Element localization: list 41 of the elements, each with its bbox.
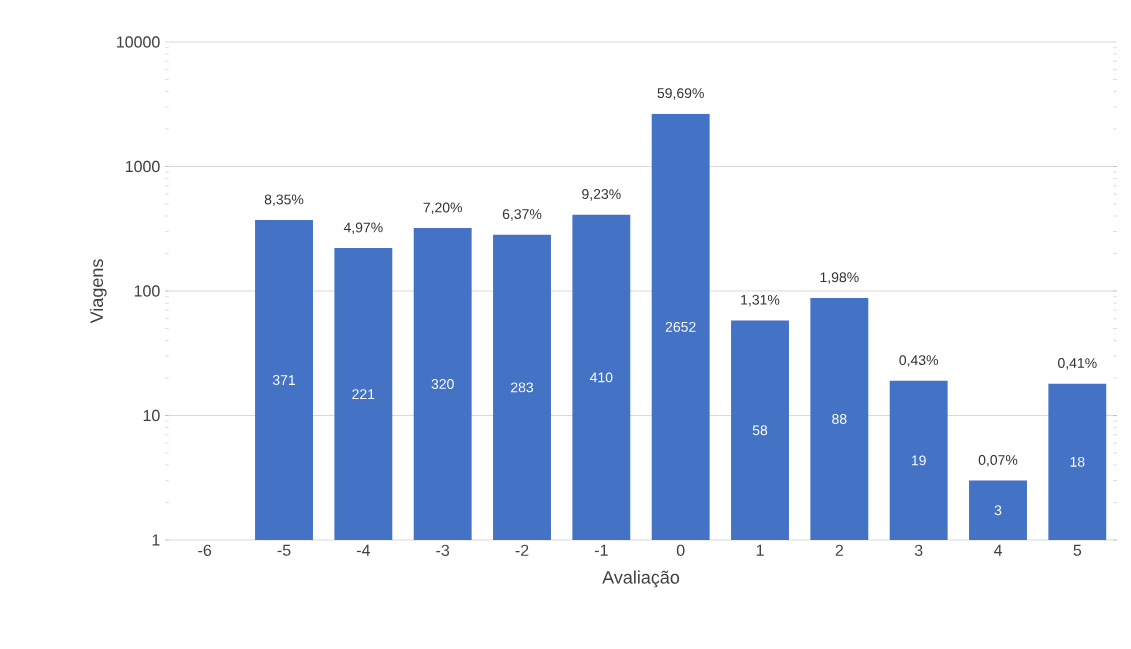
data-label: 88 xyxy=(832,414,847,424)
annotation: 6,37% xyxy=(502,209,542,221)
data-label: 19 xyxy=(911,455,926,466)
data-label: 283 xyxy=(511,382,534,393)
data-label: 221 xyxy=(352,389,375,399)
y-tick-label: 10000 xyxy=(117,36,160,48)
data-label: 58 xyxy=(752,425,768,436)
x-tick-label: 3 xyxy=(914,544,923,557)
annotation: 59,69% xyxy=(657,88,704,100)
x-axis-title: Avaliação xyxy=(602,570,680,588)
data-label: 320 xyxy=(431,379,454,390)
x-tick-label: -2 xyxy=(515,544,529,556)
x-tick-label: -5 xyxy=(277,544,291,556)
annotation: 0,41% xyxy=(1058,358,1097,370)
x-tick-label: 1 xyxy=(756,544,764,556)
data-label: 18 xyxy=(1070,456,1085,467)
x-tick-label: -6 xyxy=(198,544,212,557)
y-tick-label: 100 xyxy=(134,285,160,297)
y-tick-label: 1000 xyxy=(125,160,160,173)
annotation: 8,35% xyxy=(264,194,304,207)
data-label: 410 xyxy=(589,372,613,383)
x-tick-label: -4 xyxy=(356,544,370,556)
annotation: 7,20% xyxy=(423,202,463,215)
data-label: 3 xyxy=(994,505,1002,516)
x-tick-label: 5 xyxy=(1073,544,1082,556)
y-axis-title: Viagens xyxy=(89,259,107,324)
data-label: 2652 xyxy=(665,321,696,332)
x-tick-label: 2 xyxy=(835,544,843,556)
x-tick-label: 4 xyxy=(993,544,1002,556)
annotation: 1,98% xyxy=(820,272,859,284)
annotation: 9,23% xyxy=(582,189,621,201)
annotation: 0,43% xyxy=(899,355,939,367)
annotation: 0,07% xyxy=(978,454,1018,467)
y-tick-label: 10 xyxy=(143,409,160,422)
x-tick-label: -3 xyxy=(436,544,450,557)
y-tick-label: 1 xyxy=(152,534,160,546)
annotation: 1,31% xyxy=(741,294,780,307)
x-tick-label: 0 xyxy=(676,544,685,557)
data-label: 371 xyxy=(272,375,295,386)
annotation: 4,97% xyxy=(343,222,383,235)
x-tick-label: -1 xyxy=(594,544,608,556)
